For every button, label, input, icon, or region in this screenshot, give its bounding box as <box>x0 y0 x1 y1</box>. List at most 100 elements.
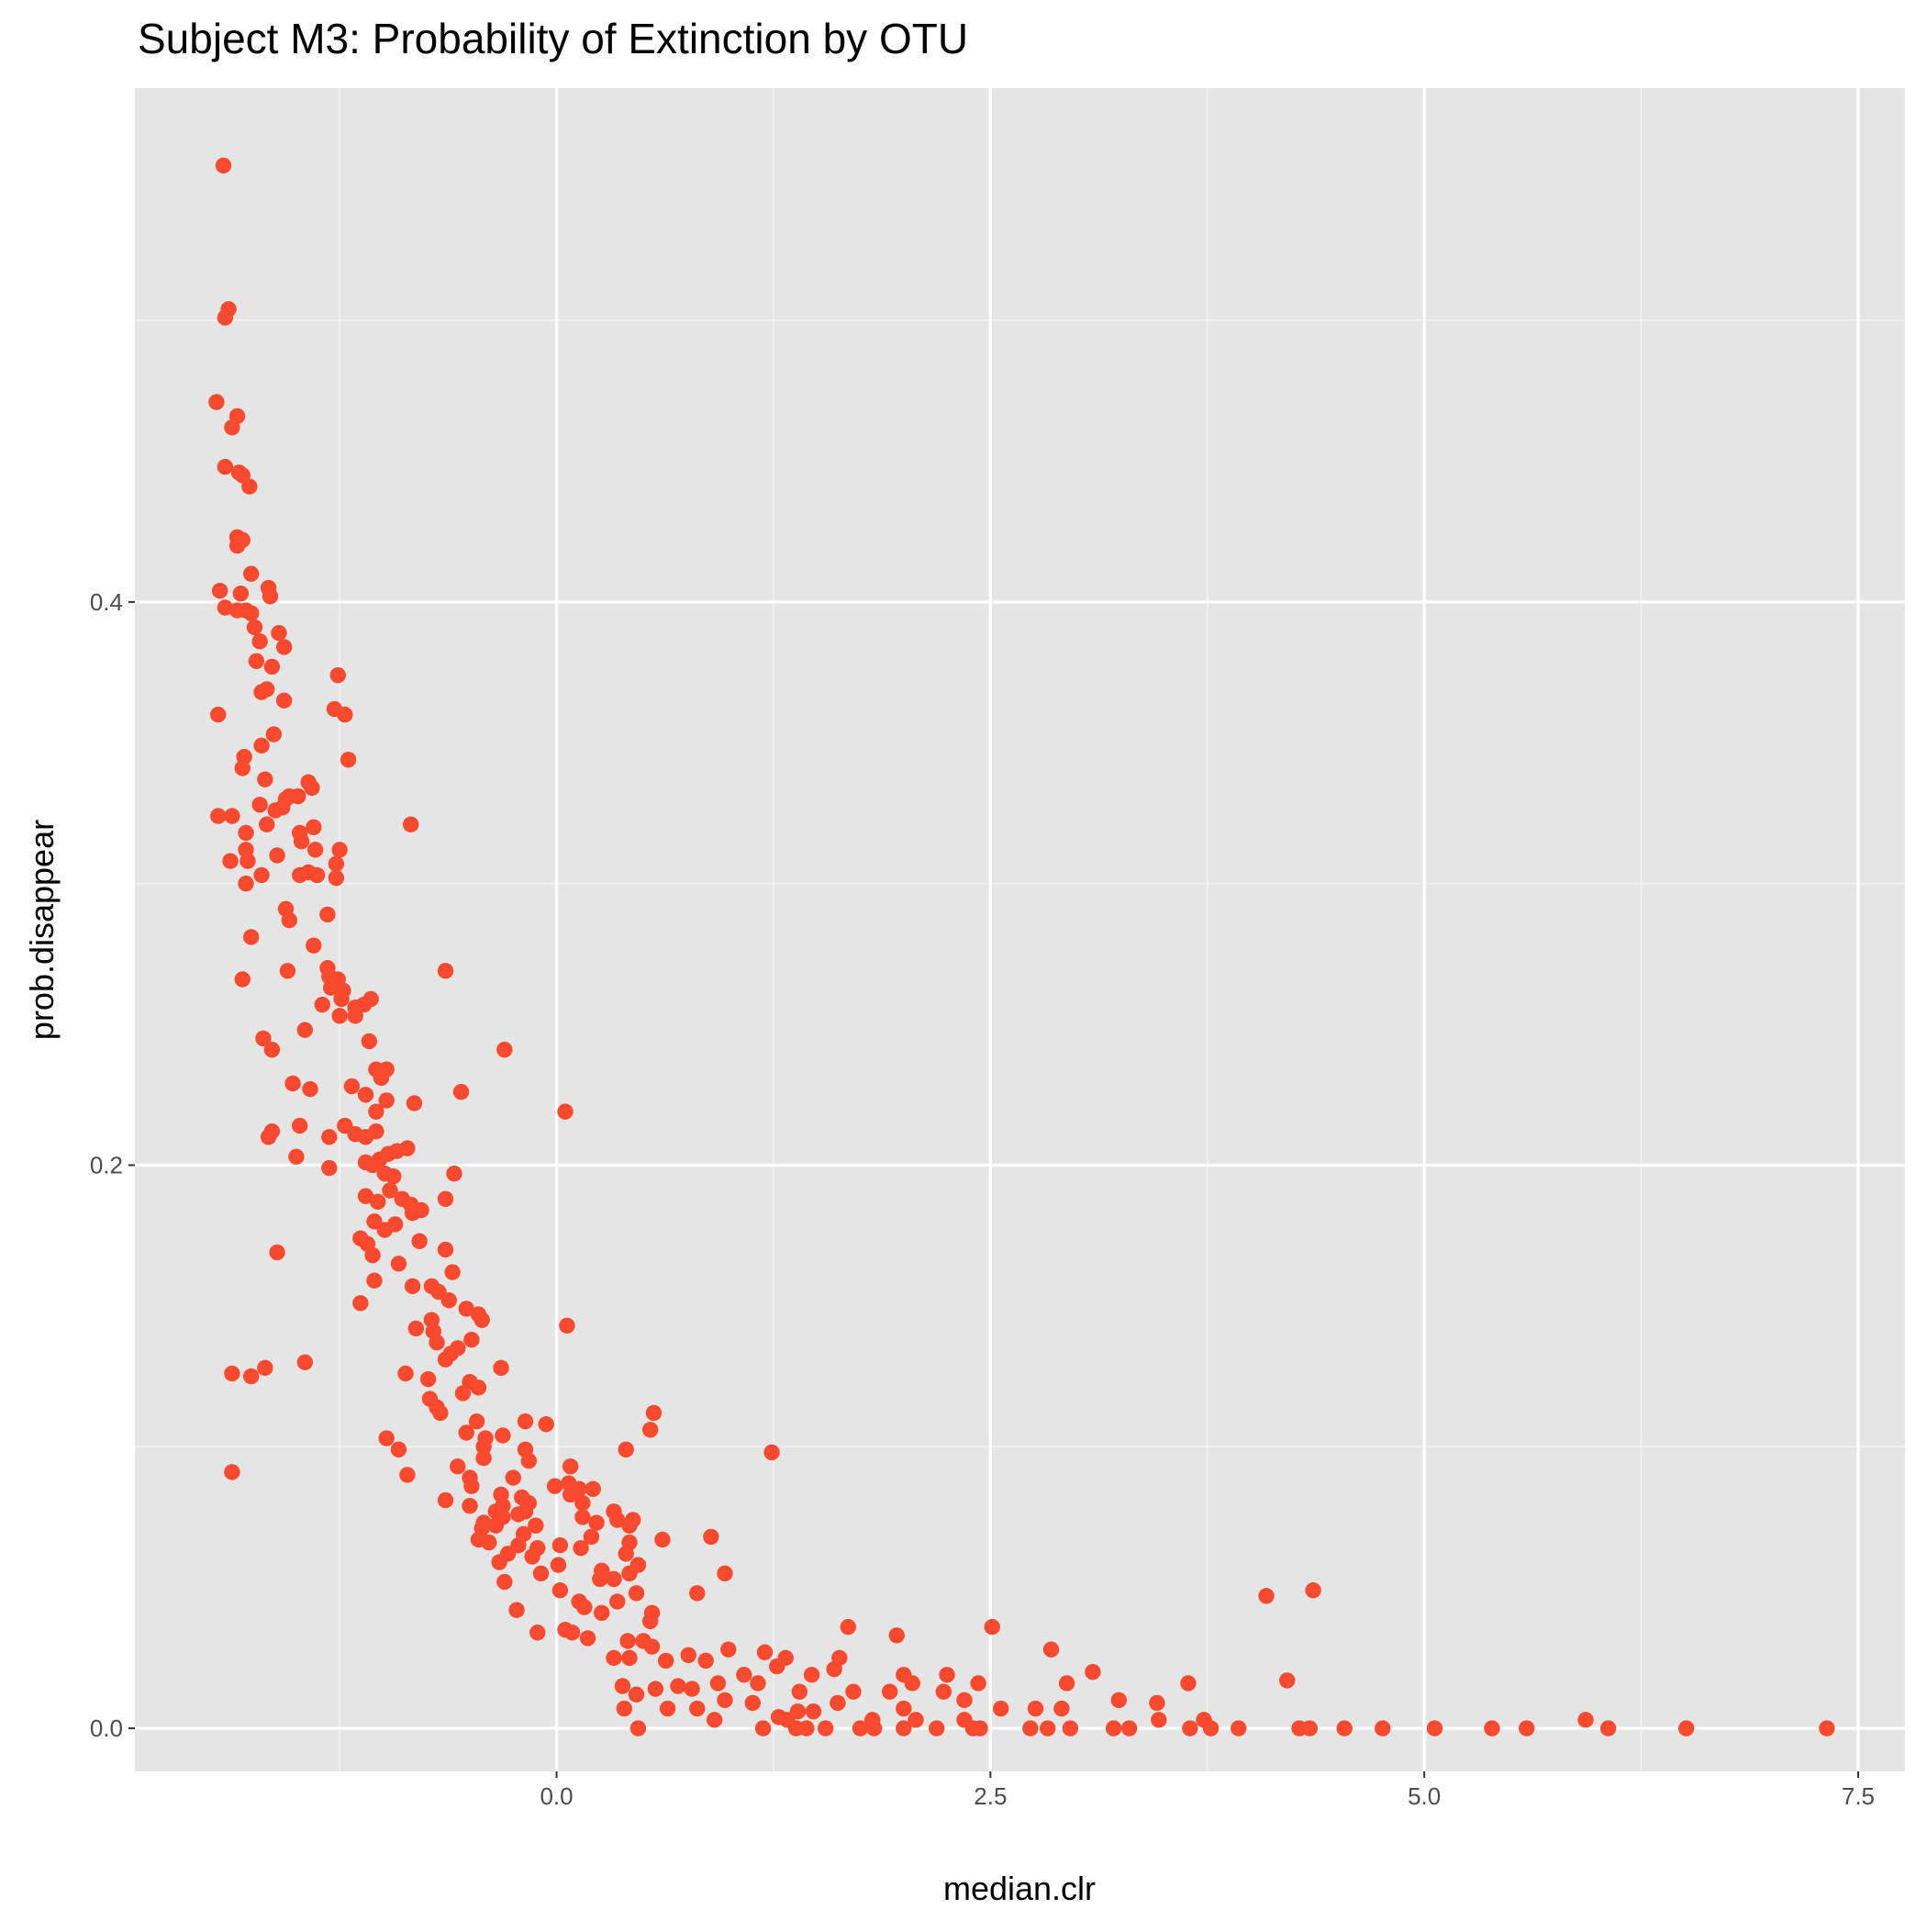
point <box>904 1675 920 1692</box>
point <box>621 1649 638 1667</box>
point <box>259 816 275 832</box>
point <box>628 1585 645 1602</box>
point <box>347 1008 363 1024</box>
point <box>376 1222 394 1238</box>
point <box>970 1675 986 1692</box>
point <box>304 779 320 797</box>
point <box>437 1491 454 1509</box>
point <box>1279 1672 1296 1689</box>
point <box>706 1712 723 1728</box>
point <box>641 1422 659 1438</box>
point <box>279 963 296 979</box>
chart-title: Subject M3: Probability of Extinction by… <box>138 15 968 62</box>
y-tick-label: 0.0 <box>90 1714 123 1742</box>
point <box>736 1667 752 1683</box>
point <box>397 1365 414 1382</box>
point <box>385 1168 402 1185</box>
point <box>243 1368 260 1385</box>
point <box>574 1494 591 1512</box>
point <box>255 1030 272 1047</box>
point <box>984 1618 1000 1636</box>
point <box>328 869 345 887</box>
point <box>224 1365 240 1382</box>
point <box>689 1700 706 1717</box>
point <box>1062 1720 1079 1737</box>
point <box>896 1720 912 1737</box>
point <box>1120 1720 1138 1737</box>
point <box>703 1528 719 1546</box>
point <box>845 1683 862 1700</box>
point <box>269 847 285 864</box>
point <box>1040 1720 1056 1737</box>
point <box>208 394 225 410</box>
point <box>935 1683 952 1700</box>
point <box>373 1069 390 1087</box>
point <box>284 1075 301 1092</box>
point <box>411 1233 428 1250</box>
point <box>803 1667 820 1683</box>
point <box>404 1204 421 1222</box>
point <box>224 808 240 824</box>
point <box>243 929 260 945</box>
point <box>1301 1720 1319 1737</box>
plot-panel <box>135 88 1905 1771</box>
point <box>241 478 258 495</box>
point <box>805 1703 822 1720</box>
point <box>1258 1588 1275 1604</box>
point <box>402 816 419 832</box>
point <box>769 1658 785 1675</box>
point <box>296 1354 314 1370</box>
point <box>524 1548 540 1565</box>
y-axis-title: prob.disappear <box>23 820 61 1040</box>
point <box>306 819 322 836</box>
point <box>817 1720 834 1737</box>
point <box>939 1667 955 1683</box>
point <box>641 1613 659 1630</box>
point <box>896 1700 912 1717</box>
point <box>238 824 254 842</box>
point <box>437 1190 454 1207</box>
y-tick-label: 0.2 <box>90 1151 123 1178</box>
point <box>275 692 293 709</box>
point <box>217 599 234 616</box>
point <box>538 1416 554 1433</box>
point <box>275 639 293 655</box>
point <box>407 1320 425 1337</box>
point <box>559 1317 575 1335</box>
point <box>1426 1720 1443 1737</box>
point <box>972 1720 988 1737</box>
point <box>1085 1664 1101 1681</box>
point <box>246 619 263 636</box>
point <box>750 1675 766 1692</box>
point <box>744 1694 761 1712</box>
point <box>239 853 256 869</box>
point <box>562 1486 579 1503</box>
point <box>618 1441 634 1458</box>
point <box>643 1638 661 1655</box>
point <box>234 971 251 988</box>
point <box>308 866 326 884</box>
point <box>314 996 330 1013</box>
point <box>614 1678 631 1694</box>
point <box>574 1509 591 1525</box>
point <box>992 1700 1009 1717</box>
point <box>452 1084 470 1100</box>
point <box>429 1335 445 1351</box>
point <box>337 706 353 723</box>
point <box>594 1604 610 1621</box>
point <box>670 1678 686 1694</box>
point <box>248 653 265 670</box>
point <box>1105 1720 1122 1737</box>
point <box>654 1531 671 1548</box>
point <box>680 1647 696 1663</box>
point <box>437 963 454 979</box>
point <box>263 658 281 676</box>
x-tick-label: 7.5 <box>1842 1782 1875 1810</box>
point <box>470 1379 487 1396</box>
point <box>697 1652 714 1670</box>
point <box>865 1720 883 1737</box>
point <box>1577 1712 1594 1728</box>
point <box>1599 1720 1617 1737</box>
y-tick-label: 0.4 <box>90 588 123 616</box>
point <box>357 1087 374 1103</box>
